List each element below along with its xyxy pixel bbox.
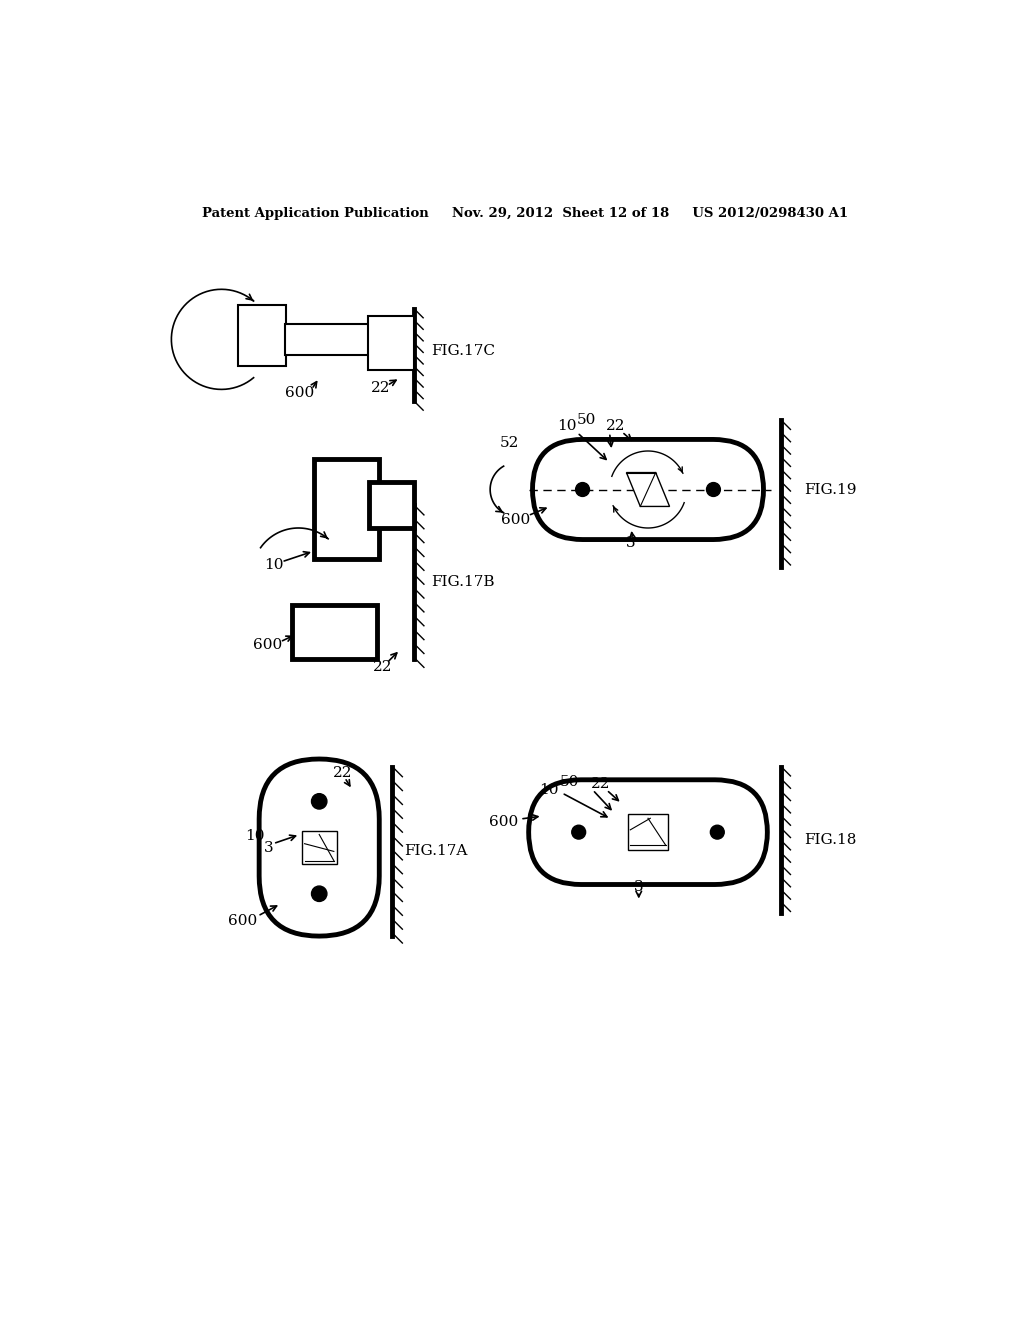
Text: 10: 10 [539,783,558,797]
Text: 50: 50 [577,413,596,428]
Text: 10: 10 [557,420,577,433]
Bar [302,832,337,863]
Bar [628,814,668,850]
Text: 600: 600 [253,638,283,652]
Text: 22: 22 [591,776,610,791]
Text: FIG.17B: FIG.17B [431,576,495,589]
Circle shape [575,483,590,496]
Text: 600: 600 [227,913,257,928]
Text: Patent Application Publication     Nov. 29, 2012  Sheet 12 of 18     US 2012/029: Patent Application Publication Nov. 29, … [202,207,848,220]
Circle shape [311,886,327,902]
Text: 10: 10 [246,829,265,843]
FancyBboxPatch shape [528,780,767,884]
Bar [370,482,414,528]
Bar [292,605,377,659]
Text: 22: 22 [333,766,352,780]
Text: 22: 22 [373,660,392,673]
Text: 3: 3 [627,536,636,550]
Text: 52: 52 [500,437,519,450]
Circle shape [311,793,327,809]
Circle shape [707,483,720,496]
Bar [239,305,286,367]
Text: 22: 22 [606,420,626,433]
Text: 10: 10 [264,558,284,572]
Text: FIG.19: FIG.19 [804,483,857,496]
Text: 600: 600 [501,513,530,527]
Bar [285,323,370,355]
FancyBboxPatch shape [259,759,379,936]
Text: 22: 22 [371,381,390,395]
Polygon shape [627,473,670,507]
Text: 600: 600 [286,387,314,400]
FancyBboxPatch shape [532,440,764,540]
Bar [368,317,414,370]
Text: 3: 3 [264,841,274,854]
Text: 600: 600 [489,816,518,829]
Text: 50: 50 [560,775,580,789]
Bar [313,459,379,558]
Text: FIG.18: FIG.18 [804,833,857,847]
Text: FIG.17A: FIG.17A [403,845,467,858]
Text: 3: 3 [634,880,643,894]
Circle shape [571,825,586,840]
Text: FIG.17C: FIG.17C [431,345,495,358]
Circle shape [711,825,724,840]
